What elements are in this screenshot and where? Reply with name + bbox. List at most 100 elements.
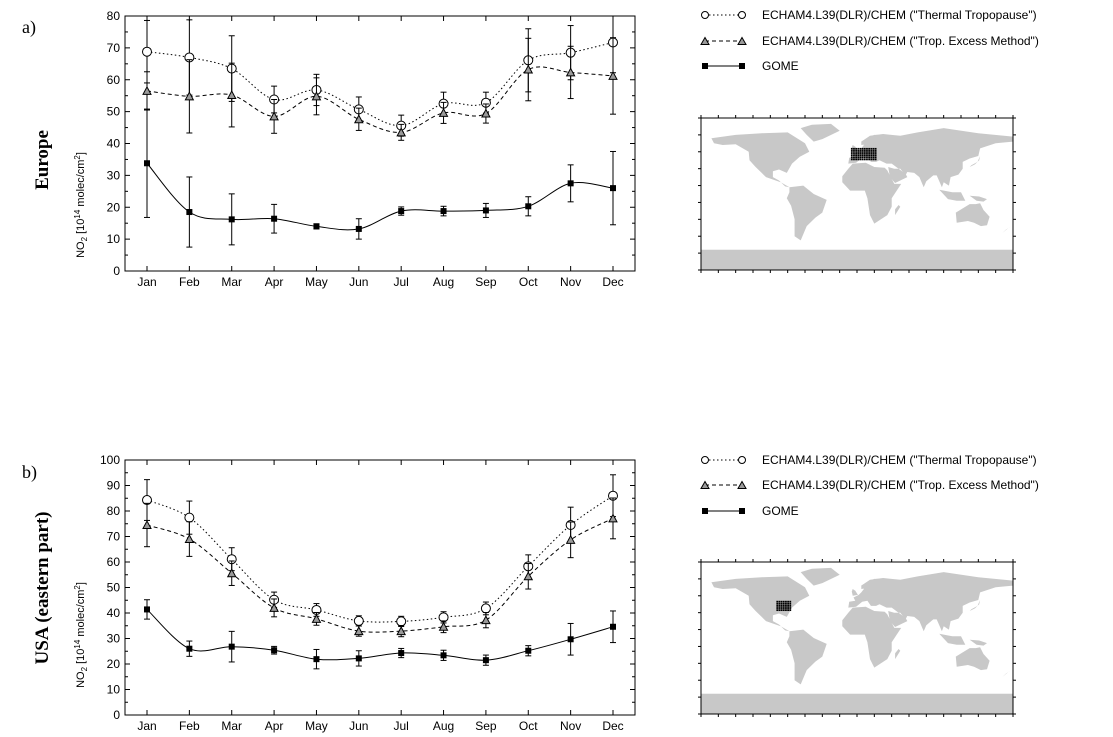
panel-a-label: a) [22, 17, 36, 38]
panel-b-series-circle [142, 474, 618, 628]
map-usa-landmass [851, 589, 858, 596]
panel-a-point-gome [567, 180, 574, 187]
map-europe [698, 115, 1016, 273]
panel-b-point-excess [269, 602, 279, 612]
legend-b-gome: GOME [702, 504, 799, 518]
legend-a-excess: ECHAM4.L39(DLR)/CHEM ("Trop. Excess Meth… [700, 34, 1039, 48]
panel-b-xtick-label: Jul [394, 719, 409, 733]
panel-a-point-excess [311, 91, 322, 101]
panel-a-point-thermal [142, 46, 152, 57]
panel-b-point-excess [438, 621, 449, 631]
map-europe-region-dots [850, 147, 877, 161]
map-europe-landmass [842, 162, 902, 224]
panel-b-xtick-label: Nov [560, 719, 581, 733]
panel-a-series-line [146, 66, 614, 133]
panel-b-region-label: USA (eastern part) [32, 511, 53, 664]
panel-a-ytick-label: 60 [107, 73, 121, 87]
panel-b-ytick-label: 20 [107, 657, 121, 671]
panel-a-xtick-label: May [305, 275, 328, 289]
map-europe-landmass [711, 132, 810, 188]
panel-b-ytick-label: 50 [107, 581, 121, 595]
panel-a-point-gome [271, 215, 278, 222]
map-europe-landmass [888, 167, 908, 183]
map-usa-landmass [842, 606, 902, 668]
map-europe-landmass [848, 128, 1013, 188]
panel-b-label: b) [22, 462, 37, 483]
legend-a-excess-label: ECHAM4.L39(DLR)/CHEM ("Trop. Excess Meth… [762, 34, 1039, 48]
panel-a-ytick-label: 40 [107, 137, 121, 151]
panel-a-series-triangle [142, 37, 618, 141]
panel-a-point-excess [184, 91, 195, 101]
panel-b-xtick-label: Jun [349, 719, 368, 733]
map-usa-landmass [800, 567, 840, 586]
panel-a-point-excess [565, 67, 576, 77]
panel-b-point-thermal [353, 615, 364, 626]
panel-a-ytick-label: 50 [107, 105, 121, 119]
panel-b-ylabel: NO2 [1014 molec/cm2] [73, 582, 89, 688]
panel-a-point-excess [438, 107, 449, 117]
panel-a-series-circle [142, 16, 618, 137]
panel-b-point-gome [228, 643, 235, 650]
panel-b-ytick-label: 90 [107, 479, 121, 493]
map-usa-landmass [955, 647, 990, 671]
panel-a-region-label: Europe [32, 130, 53, 190]
panel-a-point-excess [142, 85, 152, 95]
panel-a-point-excess [608, 70, 618, 80]
panel-a-ylabel: NO2 [1014 molec/cm2] [73, 152, 89, 258]
panel-a-point-gome [186, 209, 193, 216]
legend-a-gome-label: GOME [762, 59, 799, 73]
panel-a-xtick-label: Jul [394, 275, 409, 289]
panel-b-point-gome [610, 623, 616, 630]
panel-a-plot-frame [124, 15, 636, 272]
panel-b-point-thermal [480, 603, 491, 614]
map-europe-landmass [895, 205, 901, 216]
map-usa-landmass [888, 611, 908, 627]
panel-b-point-gome [186, 645, 193, 652]
map-usa-landmass [861, 578, 883, 589]
panel-a-ytick-label: 70 [107, 41, 121, 55]
legend-b-thermal: ECHAM4.L39(DLR)/CHEM ("Thermal Tropopaus… [701, 453, 1037, 467]
legend-a-thermal-label: ECHAM4.L39(DLR)/CHEM ("Thermal Tropopaus… [762, 8, 1037, 22]
panel-a-series-line [146, 162, 614, 231]
panel-b-series-triangle [142, 497, 618, 638]
panel-b-xtick-label: Aug [433, 719, 454, 733]
legend-b-excess-label: ECHAM4.L39(DLR)/CHEM ("Trop. Excess Meth… [762, 478, 1039, 492]
panel-a-point-excess [523, 64, 534, 74]
panel-a-point-excess [226, 89, 237, 100]
panel-b-xtick-label: May [305, 719, 328, 733]
legend-b-excess: ECHAM4.L39(DLR)/CHEM ("Trop. Excess Meth… [700, 478, 1039, 492]
legend-b-thermal-label: ECHAM4.L39(DLR)/CHEM ("Thermal Tropopaus… [762, 453, 1037, 467]
panel-b-series-line [146, 517, 614, 633]
panel-b-series-line [146, 609, 614, 661]
panel-a-point-gome [610, 185, 616, 192]
panel-b-xtick-label: Apr [265, 719, 284, 733]
panel-b-point-excess [226, 568, 237, 578]
panel-b-ytick-label: 40 [107, 606, 121, 620]
panel-a-xtick-label: Jun [349, 275, 368, 289]
map-europe-landmass [800, 123, 840, 142]
panel-b-ytick-label: 70 [107, 530, 121, 544]
panel-b-point-gome [355, 655, 362, 662]
map-usa-landmass [711, 576, 810, 632]
panel-b-point-excess [311, 613, 322, 623]
panel-a-point-excess [481, 108, 491, 118]
panel-a-series-line [146, 42, 614, 127]
panel-a-point-excess [353, 114, 364, 124]
panel-b-point-thermal [184, 512, 195, 523]
panel-a-xtick-label: Nov [560, 275, 581, 289]
panel-a-point-gome [525, 203, 532, 210]
panel-a-xtick-label: Apr [265, 275, 284, 289]
panel-a-xtick-label: Jan [137, 275, 156, 289]
panel-b-point-excess [608, 513, 618, 523]
panel-b-point-gome [525, 647, 532, 654]
panel-b-series-line [146, 495, 614, 623]
panel-a-ytick-label: 30 [107, 168, 121, 182]
panel-b-point-gome [313, 656, 320, 663]
panel-a-ytick-label: 10 [107, 232, 121, 246]
panel-a-series-square [144, 108, 616, 248]
panel-a-point-gome [313, 223, 320, 230]
panel-b-point-gome [398, 650, 405, 657]
panel-b-ytick-label: 80 [107, 504, 121, 518]
legend-a-gome: GOME [702, 59, 799, 73]
